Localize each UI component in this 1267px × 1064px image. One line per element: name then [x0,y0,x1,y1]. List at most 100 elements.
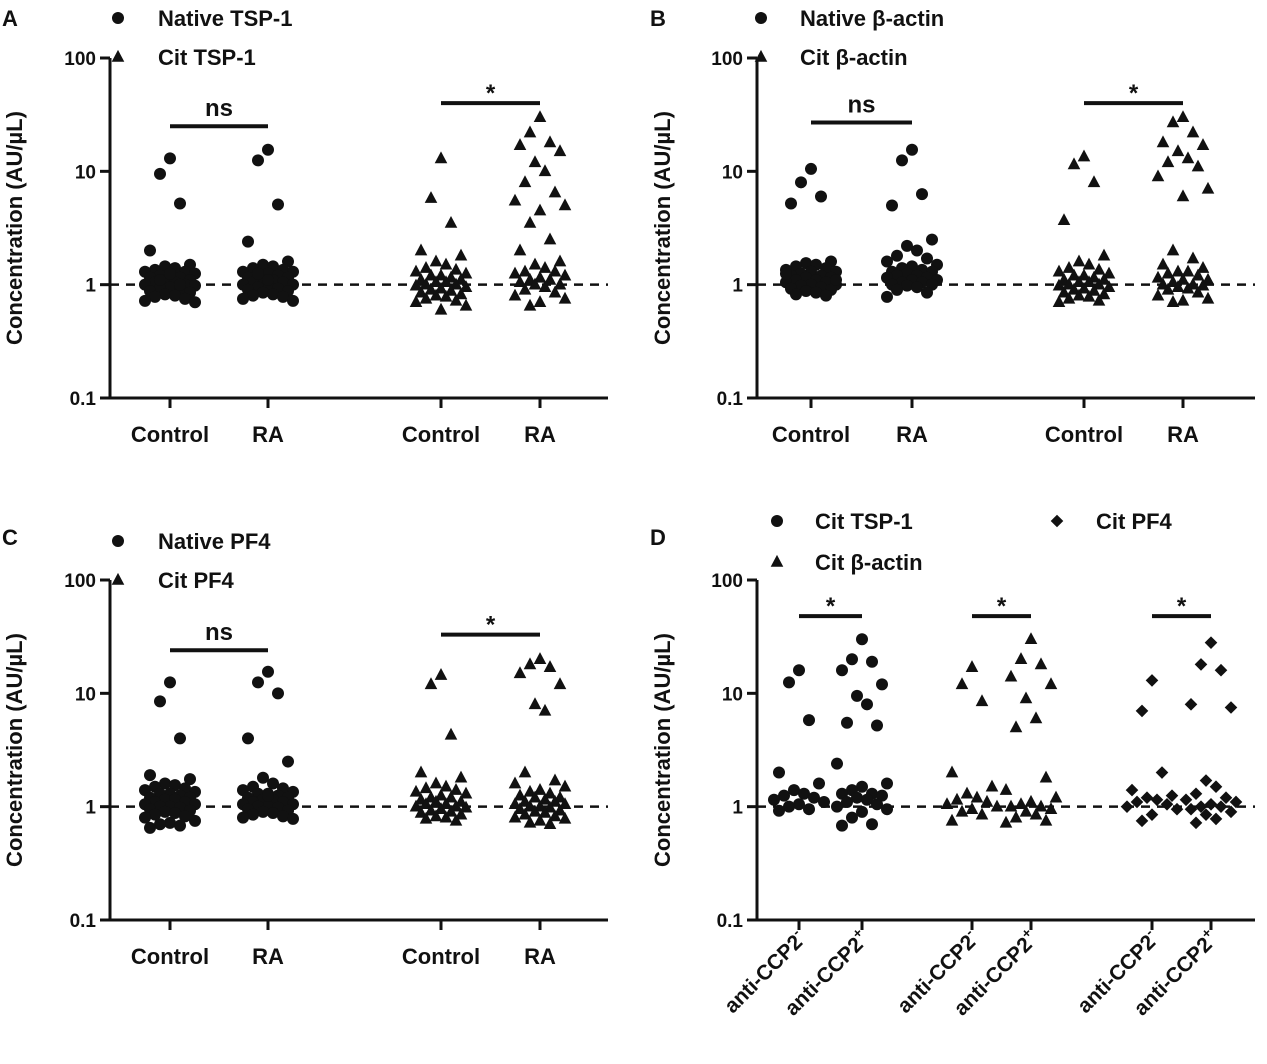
data-point [1039,770,1053,783]
data-point [543,786,557,799]
data-point [1004,669,1018,682]
data-point [970,790,984,803]
significance-label: * [486,612,496,639]
data-point [149,808,161,821]
data-point [424,268,438,281]
data-point [508,810,522,823]
data-point [513,802,527,814]
data-point [454,248,468,261]
data-point [818,795,830,808]
data-point [528,697,542,710]
data-point [419,261,433,273]
data-point [434,268,448,281]
y-tick-label: 100 [711,49,743,70]
data-point [538,792,552,805]
data-point [508,288,522,301]
data-point [164,267,176,280]
data-point [1166,295,1180,308]
y-tick-label: 10 [75,162,96,183]
data-point [901,279,913,292]
y-axis-label: Concentration (AU/µL) [650,633,675,867]
data-point [513,788,527,801]
data-point [449,262,463,275]
data-point [548,285,562,298]
data-point [1150,793,1164,807]
data-point [813,777,825,790]
data-point [518,264,532,277]
data-point [831,800,843,813]
data-point [262,273,274,286]
data-point [1044,802,1058,814]
data-point [768,793,780,806]
data-point [1120,800,1134,813]
data-point [459,298,473,311]
data-point [1186,251,1200,264]
panel-d: D Cit TSP-1 Cit PF4 Cit β-actin 0.1 1 10 100 Con… [650,509,1255,1020]
data-point [975,807,989,820]
legend-label: Cit β-actin [800,45,908,70]
data-point [414,243,428,256]
data-point [282,755,294,768]
data-point [439,275,453,288]
data-point [950,792,964,805]
data-point [553,144,567,157]
x-tick-label: Control [131,944,209,969]
data-point [139,294,151,307]
data-point [1057,285,1071,298]
data-point [409,799,423,812]
data-point [518,282,532,295]
data-point [1092,277,1106,290]
data-point [287,294,299,307]
data-point [139,811,151,824]
data-point [558,291,572,304]
data-point [1135,704,1149,718]
data-point [1196,261,1210,273]
data-point [538,703,552,716]
data-point [419,291,433,304]
data-point [429,254,443,267]
data-point [945,813,959,826]
data-point [1052,295,1066,308]
data-point [1194,658,1208,671]
data-point [1199,808,1213,821]
data-point [1092,293,1106,306]
data-point [144,769,156,782]
data-point [1135,814,1149,828]
data-point [459,800,473,813]
data-point [1156,257,1170,270]
data-point [508,266,522,279]
data-point [911,244,923,257]
data-point [793,664,805,677]
data-point [1196,278,1210,291]
data-point [1171,264,1185,277]
data-point [1145,674,1159,687]
legend-label: Cit PF4 [1096,509,1173,534]
data-point [189,814,201,827]
data-point [1072,254,1086,267]
data-point [449,293,463,306]
data-point [533,270,547,283]
data-point [518,765,532,778]
data-point [780,267,792,280]
data-point [1181,264,1195,277]
data-point [1171,280,1185,292]
data-point [528,790,542,803]
data-point [1219,791,1233,804]
x-tick-label: Control [772,422,850,447]
data-point [434,788,448,801]
data-point [553,277,567,290]
data-point [1102,280,1116,292]
data-point [144,821,156,834]
data-point [174,197,186,210]
data-point [558,779,572,792]
data-point [866,655,878,668]
data-point [548,264,562,277]
data-point [424,803,438,816]
data-point [1009,810,1023,823]
data-point [429,776,443,789]
data-point [871,719,883,732]
data-point [528,804,542,817]
data-point [856,780,868,793]
y-tick-label: 100 [64,571,96,592]
y-tick-label: 1 [732,276,743,297]
